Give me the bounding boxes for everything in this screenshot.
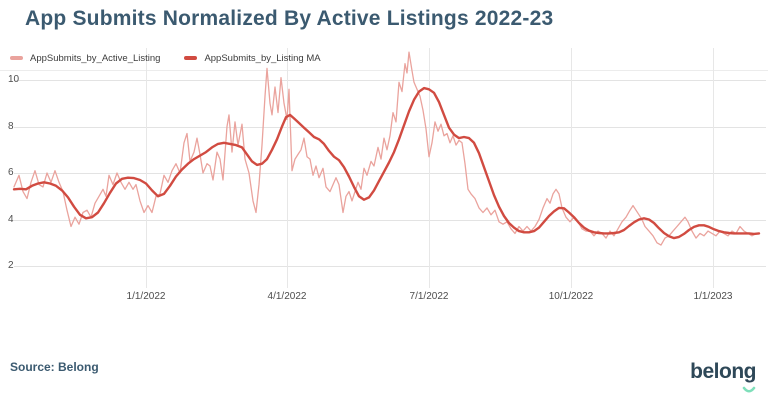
x-gridline <box>571 48 572 288</box>
x-gridline <box>287 48 288 288</box>
x-axis-tick-label: 10/1/2022 <box>548 291 594 302</box>
x-axis-tick-label: 7/1/2022 <box>409 291 449 302</box>
y-gridline <box>14 126 766 128</box>
y-gridline <box>14 219 766 221</box>
source-label: Source: Belong <box>10 360 99 374</box>
y-axis-tick-label: 8 <box>8 120 14 132</box>
series-line-1 <box>12 86 761 240</box>
series-line-0 <box>13 51 760 246</box>
x-axis-tick-label: 1/1/2023 <box>693 291 733 302</box>
chart-legend: AppSubmits_by_Active_Listing AppSubmits_b… <box>10 50 321 66</box>
x-gridline <box>713 48 714 288</box>
y-axis-tick-label: 2 <box>8 260 14 271</box>
legend-label: AppSubmits_by_Active_Listing <box>30 52 161 64</box>
belong-logo-text: belong <box>690 360 756 383</box>
y-gridline <box>14 80 766 81</box>
page-title: App Submits Normalized By Active Listing… <box>25 7 554 30</box>
legend-label: AppSubmits_by_Listing MA <box>204 52 321 64</box>
y-axis-tick-label: 4 <box>8 213 14 225</box>
x-gridline <box>429 48 430 288</box>
x-gridline <box>146 48 147 288</box>
y-axis-tick-label: 6 <box>8 167 14 178</box>
y-gridline <box>14 266 766 267</box>
legend-item-1: AppSubmits_by_Listing MA <box>184 52 321 64</box>
y-gridline <box>14 173 766 174</box>
logo-smile-icon <box>742 386 756 393</box>
y-axis-tick-label: 10 <box>8 74 20 85</box>
legend-item-0: AppSubmits_by_Active_Listing <box>10 53 160 64</box>
legend-separator <box>0 70 768 71</box>
legend-swatch-icon <box>10 56 23 60</box>
legend-swatch-icon <box>184 56 198 60</box>
belong-logo: belong <box>690 360 756 393</box>
x-axis-tick-label: 4/1/2022 <box>267 291 307 302</box>
x-axis-tick-label: 1/1/2022 <box>126 291 166 302</box>
